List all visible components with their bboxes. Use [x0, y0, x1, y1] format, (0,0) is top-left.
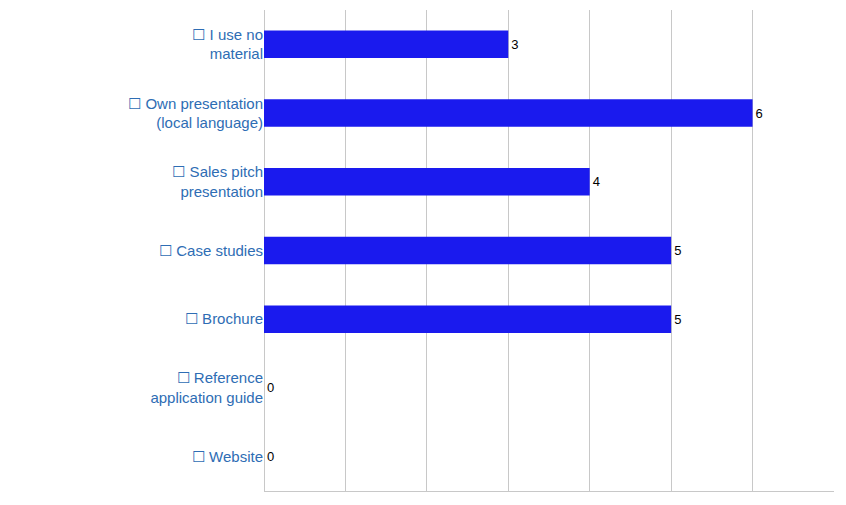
svg-text:5: 5	[674, 312, 681, 327]
svg-text:☐ Case studies: ☐ Case studies	[159, 242, 263, 259]
svg-text:0: 0	[267, 380, 274, 395]
svg-text:0: 0	[267, 449, 274, 464]
svg-text:☐ Website: ☐ Website	[192, 448, 263, 465]
svg-text:4: 4	[593, 174, 600, 189]
svg-text:5: 5	[674, 243, 681, 258]
svg-text:☐ Own presentation(local langu: ☐ Own presentation(local language)	[128, 95, 263, 132]
svg-text:3: 3	[511, 37, 518, 52]
svg-text:6: 6	[756, 106, 763, 121]
svg-text:☐ Sales pitchpresentation: ☐ Sales pitchpresentation	[172, 163, 263, 200]
svg-text:☐ I use nomaterial: ☐ I use nomaterial	[192, 26, 263, 63]
svg-text:☐ Brochure: ☐ Brochure	[185, 310, 263, 327]
svg-text:☐ Referenceapplication guide: ☐ Referenceapplication guide	[150, 369, 263, 406]
